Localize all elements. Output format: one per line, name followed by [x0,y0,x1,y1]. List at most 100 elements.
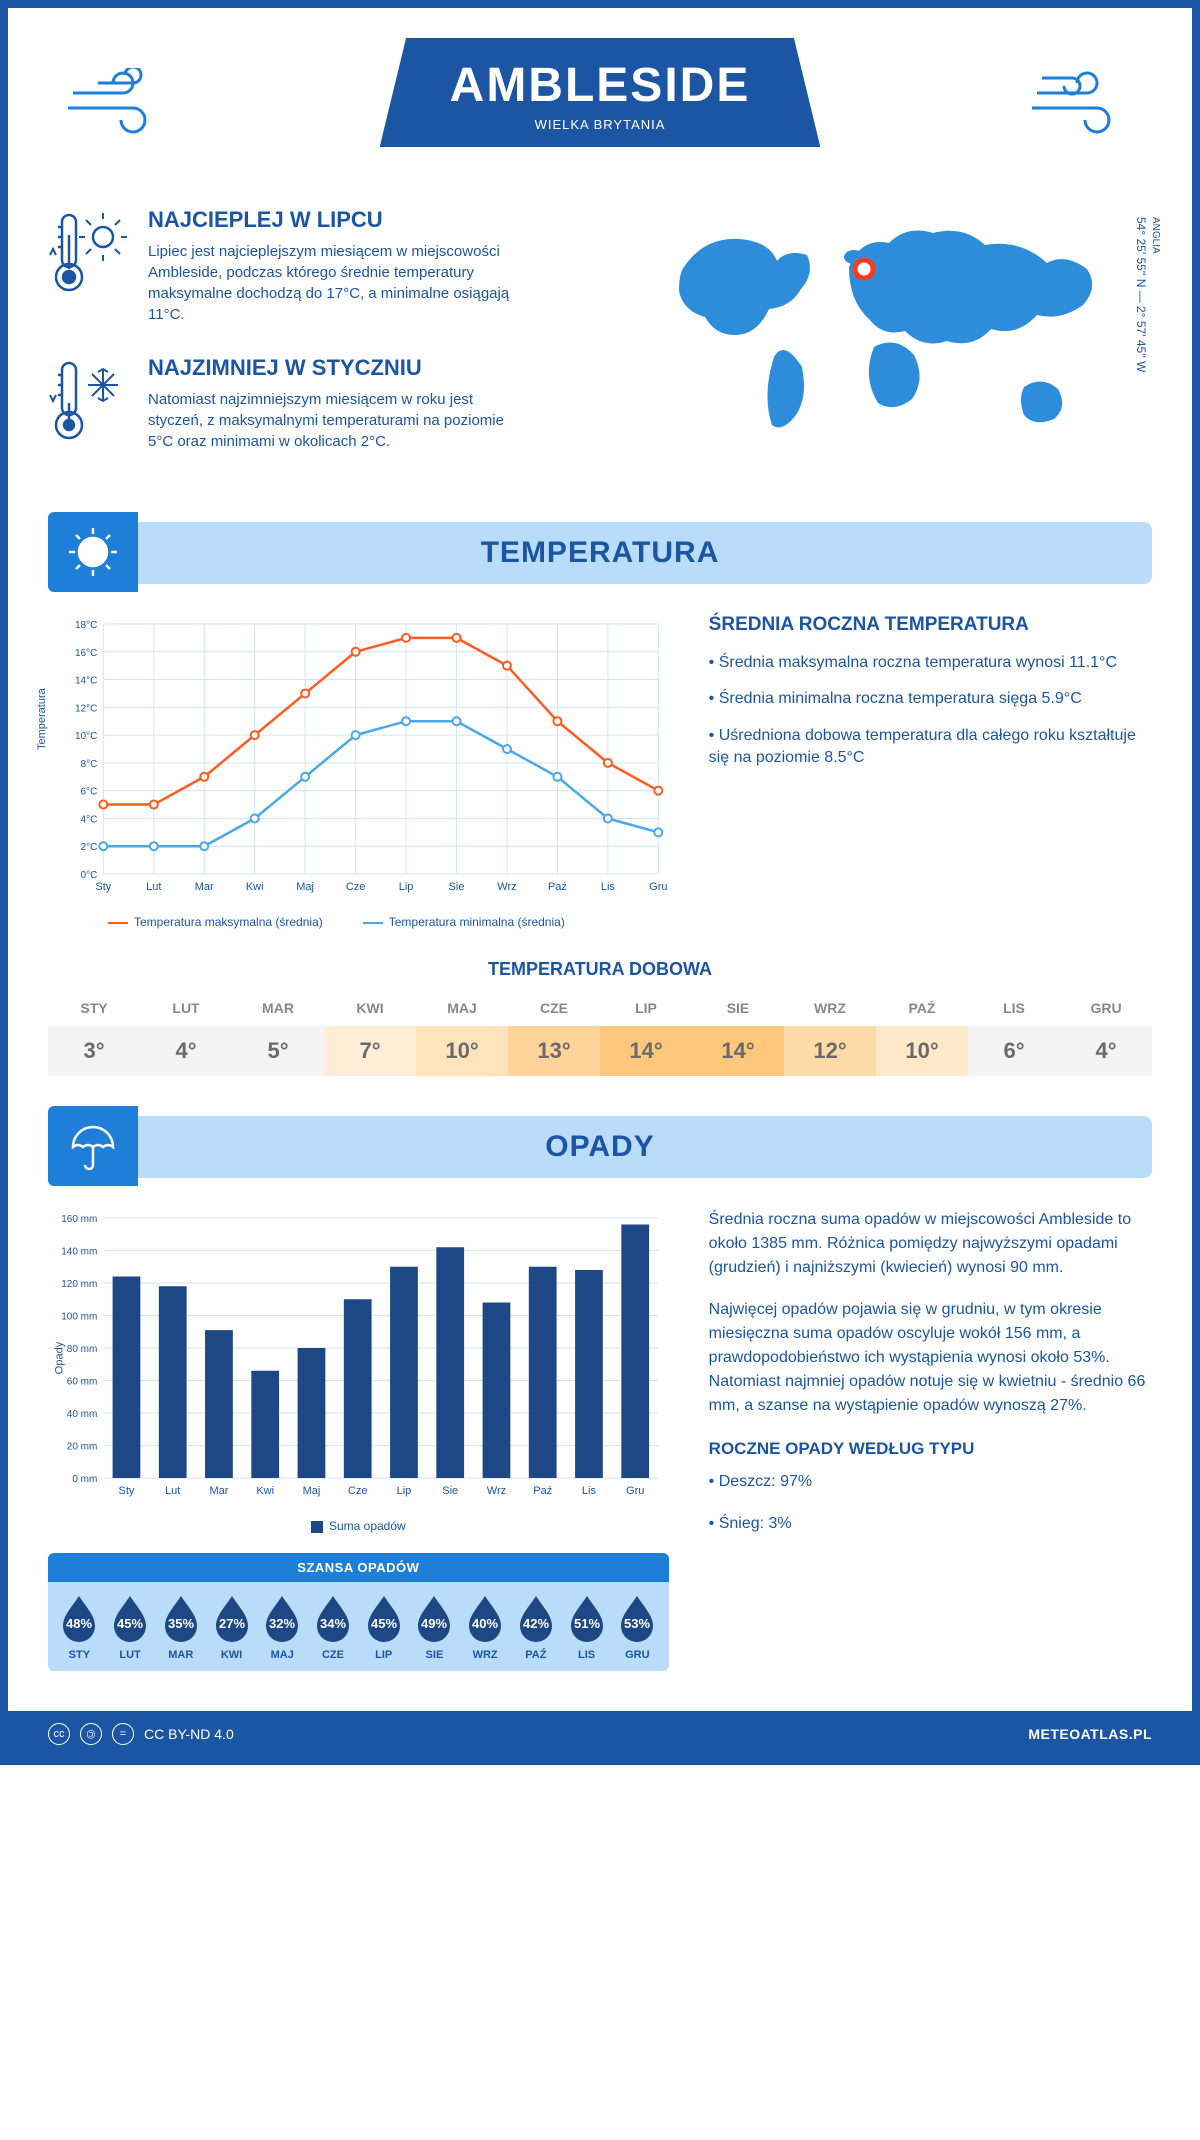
thermometer-sun-icon [48,207,128,325]
svg-text:80 mm: 80 mm [67,1344,98,1355]
precip-bar-chart: 0 mm20 mm40 mm60 mm80 mm100 mm120 mm140 … [48,1208,669,1513]
daily-month: KWI [324,990,416,1026]
svg-text:6°C: 6°C [81,787,98,798]
header: AMBLESIDE WIELKA BRYTANIA [48,28,1152,177]
chance-drop: 53% GRU [612,1592,663,1661]
precip-type-title: ROCZNE OPADY WEDŁUG TYPU [709,1436,1152,1462]
page-title: AMBLESIDE [450,58,751,113]
svg-text:32%: 32% [269,1616,295,1631]
svg-text:10°C: 10°C [75,731,97,742]
cc-icon: cc [48,1723,70,1745]
footer: cc 🄯 = CC BY-ND 4.0 METEOATLAS.PL [8,1711,1192,1757]
page: AMBLESIDE WIELKA BRYTANIA NAJCIEPLEJ W L… [0,0,1200,1765]
chance-drop: 42% PAŹ [511,1592,562,1661]
precip-type-b2: • Śnieg: 3% [709,1512,1152,1536]
svg-text:45%: 45% [371,1616,397,1631]
daily-value: 12° [784,1026,876,1076]
wind-icon [68,68,168,143]
svg-text:Mar: Mar [209,1485,228,1497]
svg-text:27%: 27% [219,1616,245,1631]
daily-value: 7° [324,1026,416,1076]
svg-text:8°C: 8°C [81,759,98,770]
daily-value: 3° [48,1026,140,1076]
precip-para2: Najwięcej opadów pojawia się w grudniu, … [709,1298,1152,1418]
precip-row: 0 mm20 mm40 mm60 mm80 mm100 mm120 mm140 … [48,1208,1152,1671]
svg-text:Wrz: Wrz [497,881,516,893]
svg-text:Sie: Sie [449,881,465,893]
region: ANGLIA [1150,217,1161,254]
daily-value: 14° [600,1026,692,1076]
svg-text:Maj: Maj [303,1485,321,1497]
svg-text:Lut: Lut [165,1485,180,1497]
temperature-chart: Temperatura 0°C2°C4°C6°C8°C10°C12°C14°C1… [48,614,669,929]
chance-drop: 51% LIS [561,1592,612,1661]
svg-text:Lip: Lip [399,881,414,893]
chance-row: 48% STY 45% LUT 35% MAR 27% KWI 32% MAJ … [48,1582,669,1661]
svg-text:60 mm: 60 mm [67,1377,98,1388]
license-text: CC BY-ND 4.0 [144,1726,234,1742]
daily-value: 10° [876,1026,968,1076]
legend-min: Temperatura minimalna (średnia) [363,915,565,929]
svg-text:0°C: 0°C [81,870,98,881]
svg-text:Cze: Cze [346,881,366,893]
chance-title: SZANSA OPADÓW [48,1553,669,1582]
svg-text:0 mm: 0 mm [72,1474,97,1485]
legend-max: Temperatura maksymalna (średnia) [108,915,323,929]
chance-drop: 34% CZE [308,1592,359,1661]
svg-text:Kwi: Kwi [256,1485,274,1497]
precip-title: OPADY [545,1130,654,1163]
daily-value: 5° [232,1026,324,1076]
svg-text:Mar: Mar [195,881,214,893]
temperature-legend: Temperatura maksymalna (średnia) Tempera… [48,915,669,929]
coordinates: ANGLIA 54° 25' 55'' N — 2° 57' 45'' W [1134,217,1162,372]
coldest-body: Natomiast najzimniejszym miesiącem w rok… [148,389,518,452]
precip-header: OPADY [48,1116,1152,1178]
svg-text:4°C: 4°C [81,814,98,825]
site-name: METEOATLAS.PL [1028,1726,1152,1742]
daily-month: STY [48,990,140,1026]
svg-text:14°C: 14°C [75,676,97,687]
sun-icon [48,512,138,592]
daily-temp-strip: STYLUTMARKWIMAJCZELIPSIEWRZPAŹLISGRU3°4°… [48,990,1152,1076]
intro-right: ANGLIA 54° 25' 55'' N — 2° 57' 45'' W [615,207,1152,482]
svg-text:16°C: 16°C [75,648,97,659]
svg-text:48%: 48% [66,1616,92,1631]
svg-text:140 mm: 140 mm [61,1247,97,1258]
y-axis-label: Temperatura [36,688,48,750]
precip-summary: Średnia roczna suma opadów w miejscowośc… [709,1208,1152,1671]
temperature-header: TEMPERATURA [48,522,1152,584]
thermometer-snow-icon [48,355,128,452]
svg-text:Maj: Maj [296,881,314,893]
svg-text:Lis: Lis [601,881,616,893]
precip-legend: Suma opadów [48,1519,669,1533]
chance-drop: 48% STY [54,1592,105,1661]
svg-text:Lip: Lip [397,1485,412,1497]
annual-temp-b1: • Średnia maksymalna roczna temperatura … [709,652,1152,674]
svg-text:Paź: Paź [548,881,567,893]
svg-text:40 mm: 40 mm [67,1409,98,1420]
svg-text:Wrz: Wrz [487,1485,506,1497]
warmest-block: NAJCIEPLEJ W LIPCU Lipiec jest najcieple… [48,207,585,325]
precip-type-b1: • Deszcz: 97% [709,1470,1152,1494]
svg-text:Opady: Opady [53,1341,65,1374]
svg-text:12°C: 12°C [75,703,97,714]
svg-text:100 mm: 100 mm [61,1312,97,1323]
svg-text:Lut: Lut [146,881,161,893]
nd-icon: = [112,1723,134,1745]
daily-month: MAR [232,990,324,1026]
daily-value: 4° [140,1026,232,1076]
svg-text:18°C: 18°C [75,620,97,631]
by-icon: 🄯 [80,1723,102,1745]
svg-text:42%: 42% [523,1616,549,1631]
svg-text:Gru: Gru [626,1485,644,1497]
daily-value: 14° [692,1026,784,1076]
svg-text:20 mm: 20 mm [67,1442,98,1453]
svg-text:Paź: Paź [533,1485,552,1497]
temperature-row: Temperatura 0°C2°C4°C6°C8°C10°C12°C14°C1… [48,614,1152,929]
coldest-text: NAJZIMNIEJ W STYCZNIU Natomiast najzimni… [148,355,518,452]
daily-month: CZE [508,990,600,1026]
chance-drop: 27% KWI [206,1592,257,1661]
daily-month: GRU [1060,990,1152,1026]
svg-text:2°C: 2°C [81,842,98,853]
svg-text:45%: 45% [117,1616,143,1631]
